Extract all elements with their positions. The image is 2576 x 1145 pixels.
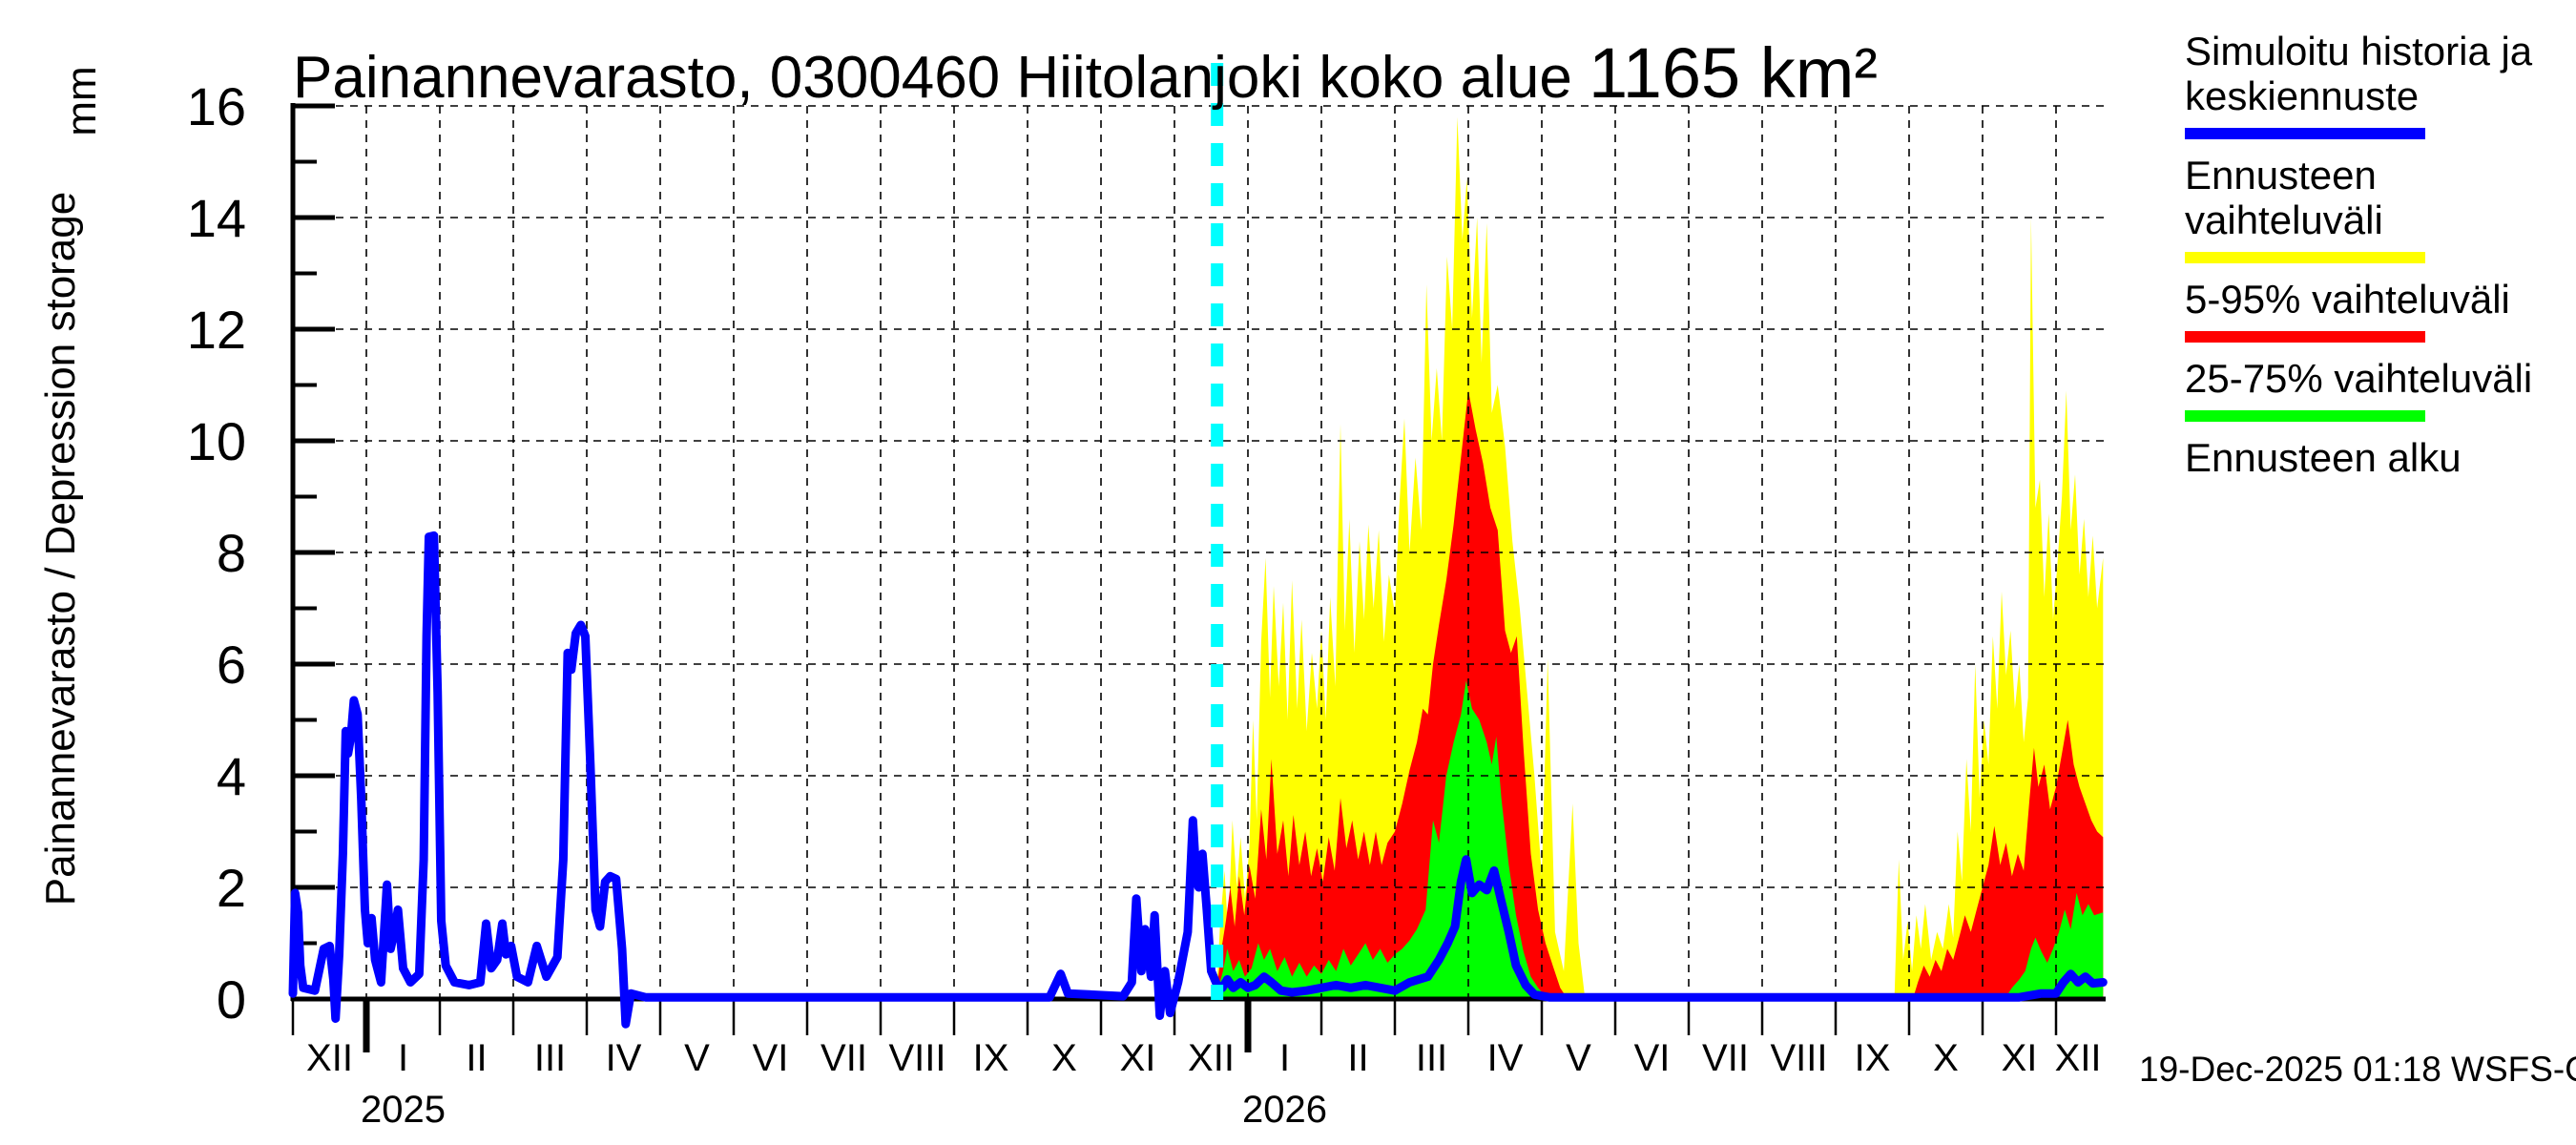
legend-label-forecast-start: Ennusteen alku: [2185, 435, 2462, 481]
x-month-label-22: X: [1933, 1037, 1959, 1079]
y-tick-label-8: 8: [217, 523, 246, 583]
y-tick-label-16: 16: [187, 76, 246, 136]
x-month-label-24: XII: [2055, 1037, 2102, 1079]
legend-swatch-forecast-start-line: [2185, 489, 2425, 502]
x-month-label-16: IV: [1487, 1037, 1524, 1079]
x-month-label-12: XII: [1188, 1037, 1235, 1079]
y-tick-label-0: 0: [217, 969, 246, 1030]
legend-entry-25-75: 25-75% vaihteluväli: [2185, 356, 2566, 423]
x-month-label-0: XII: [306, 1037, 353, 1079]
legend: Simuloitu historia ja keskiennuste Ennus…: [2185, 29, 2566, 515]
x-month-label-7: VII: [821, 1037, 867, 1079]
y-tick-label-6: 6: [217, 635, 246, 695]
page-title: Painannevarasto, 0300460 Hiitolanjoki ko…: [293, 38, 1878, 109]
legend-label-range: Ennusteen vaihteluväli: [2185, 153, 2383, 243]
legend-entry-5-95: 5-95% vaihteluväli: [2185, 277, 2566, 344]
x-month-label-6: VI: [753, 1037, 789, 1079]
x-year-label-2025: 2025: [361, 1089, 446, 1131]
timestamp: 19-Dec-2025 01:18 WSFS-O: [2139, 1050, 2576, 1089]
legend-label-5-95: 5-95% vaihteluväli: [2185, 277, 2510, 323]
x-month-label-10: X: [1051, 1037, 1077, 1079]
y-axis-unit: mm: [58, 66, 105, 136]
y-tick-label-2: 2: [217, 858, 246, 918]
x-month-label-8: VIII: [888, 1037, 945, 1079]
title-text: Painannevarasto, 0300460 Hiitolanjoki ko…: [293, 45, 1589, 111]
legend-label-25-75: 25-75% vaihteluväli: [2185, 356, 2533, 402]
x-month-label-3: III: [534, 1037, 566, 1079]
x-month-label-2: II: [466, 1037, 487, 1079]
legend-swatch-history-line: [2185, 128, 2425, 140]
x-month-label-21: IX: [1855, 1037, 1891, 1079]
legend-label-history: Simuloitu historia ja keskiennuste: [2185, 29, 2533, 119]
x-month-label-14: II: [1347, 1037, 1368, 1079]
x-month-label-18: VI: [1634, 1037, 1671, 1079]
x-month-label-1: I: [398, 1037, 408, 1079]
legend-swatch-25-75-line: [2185, 410, 2425, 423]
series-history-median-line: [288, 531, 2108, 1029]
x-month-label-9: IX: [973, 1037, 1009, 1079]
x-month-label-20: VIII: [1770, 1037, 1827, 1079]
y-tick-label-10: 10: [187, 411, 246, 471]
y-tick-label-4: 4: [217, 746, 246, 806]
x-month-label-23: XI: [2002, 1037, 2038, 1079]
x-month-label-13: I: [1279, 1037, 1290, 1079]
band-25-75-vaihteluv-li: [1216, 680, 2104, 999]
legend-entry-forecast-start: Ennusteen alku: [2185, 435, 2566, 502]
x-month-label-4: IV: [606, 1037, 642, 1079]
x-month-label-15: III: [1416, 1037, 1447, 1079]
x-year-label-2026: 2026: [1242, 1089, 1327, 1131]
y-axis-label: Painannevarasto / Depression storage: [37, 191, 84, 906]
legend-entry-history: Simuloitu historia ja keskiennuste: [2185, 29, 2566, 140]
legend-swatch-5-95-line: [2185, 331, 2425, 344]
legend-swatch-range-line: [2185, 252, 2425, 264]
x-month-label-17: V: [1566, 1037, 1591, 1079]
x-month-label-11: XI: [1120, 1037, 1156, 1079]
x-month-label-5: V: [684, 1037, 710, 1079]
y-tick-label-12: 12: [187, 300, 246, 360]
title-area-value: 1165 km²: [1589, 33, 1879, 113]
legend-entry-range: Ennusteen vaihteluväli: [2185, 153, 2566, 264]
x-month-label-19: VII: [1702, 1037, 1749, 1079]
y-tick-label-14: 14: [187, 188, 246, 248]
